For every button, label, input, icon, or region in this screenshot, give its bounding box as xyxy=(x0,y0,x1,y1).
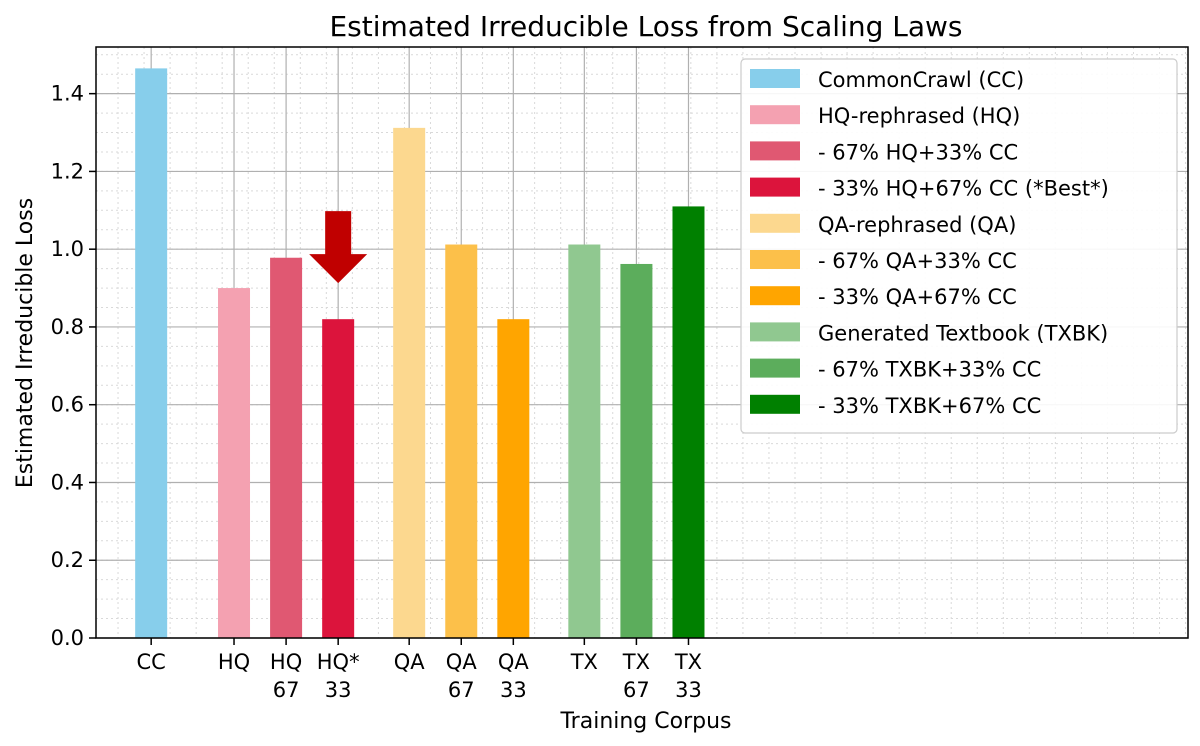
legend-swatch xyxy=(750,141,800,161)
legend-label: HQ-rephrased (HQ) xyxy=(818,104,1020,128)
x-tick-label-line2: 67 xyxy=(623,678,650,702)
x-tick-label-line2: 67 xyxy=(448,678,475,702)
bars xyxy=(135,68,705,638)
legend-swatch xyxy=(750,322,800,342)
legend: CommonCrawl (CC) HQ-rephrased (HQ) - 67% H… xyxy=(740,58,1178,434)
bar xyxy=(270,257,303,638)
legend-label: QA-rephrased (QA) xyxy=(818,213,1016,237)
legend-swatch xyxy=(750,394,800,414)
x-tick-label: HQ* xyxy=(317,650,360,674)
x-tick-label-line2: 33 xyxy=(675,678,702,702)
x-tick-label: TX xyxy=(570,650,598,674)
bar xyxy=(393,127,426,638)
y-axis-label: Estimated Irreducible Loss xyxy=(13,198,38,488)
y-axis-ticks: 0.0 0.2 0.4 0.6 0.8 1.0 1.2 1.4 xyxy=(51,82,96,650)
legend-swatch xyxy=(750,358,800,378)
legend-label: - 67% HQ+33% CC xyxy=(818,140,1018,164)
y-tick-label: 1.4 xyxy=(51,82,84,106)
legend-label: - 33% HQ+67% CC (*Best*) xyxy=(818,177,1109,201)
legend-label: - 67% QA+33% CC xyxy=(818,249,1017,273)
x-axis-label: Training Corpus xyxy=(559,709,731,734)
legend-swatch xyxy=(750,213,800,233)
x-tick-label-line2: 67 xyxy=(273,678,300,702)
legend-swatch xyxy=(750,286,800,306)
legend-swatch xyxy=(750,105,800,125)
x-tick-label: TX xyxy=(622,650,650,674)
y-tick-label: 1.2 xyxy=(51,159,84,183)
bar xyxy=(218,288,251,638)
legend-label: - 67% TXBK+33% CC xyxy=(818,358,1041,382)
highlight-marker xyxy=(309,211,368,284)
x-tick-label-line2: 33 xyxy=(500,678,527,702)
bar xyxy=(497,319,530,638)
x-tick-label: TX xyxy=(674,650,702,674)
highlight-arrow xyxy=(309,211,368,284)
x-tick-label: QA xyxy=(446,650,478,674)
legend-swatch xyxy=(750,69,800,88)
y-tick-label: 0.4 xyxy=(51,470,84,494)
bar xyxy=(672,206,705,638)
legend-label: Generated Textbook (TXBK) xyxy=(818,321,1108,345)
x-tick-label: QA xyxy=(394,650,426,674)
x-tick-label-line2: 33 xyxy=(325,678,352,702)
y-tick-label: 0.8 xyxy=(51,315,84,339)
plot-frame xyxy=(95,46,1189,639)
y-tick-label: 0.6 xyxy=(51,393,84,417)
bar xyxy=(135,68,168,638)
legend-swatch xyxy=(750,250,800,269)
legend-label: CommonCrawl (CC) xyxy=(818,68,1024,92)
y-tick-label: 1.0 xyxy=(51,237,84,261)
legend-swatch xyxy=(750,177,800,197)
x-axis-ticks: CC HQ HQ 67 HQ* 33 QA QA 67 QA 33 TX TX 67 TX 33 xyxy=(137,638,702,702)
y-tick-label: 0.2 xyxy=(51,548,84,572)
legend-label: - 33% QA+67% CC xyxy=(818,285,1017,309)
bar xyxy=(445,244,478,638)
bar xyxy=(620,263,653,638)
y-tick-label: 0.0 xyxy=(51,626,84,650)
legend-label: - 33% TXBK+67% CC xyxy=(818,394,1041,418)
x-tick-label: HQ xyxy=(270,650,302,674)
x-tick-label: CC xyxy=(137,650,166,674)
x-tick-label: QA xyxy=(498,650,530,674)
bar xyxy=(568,244,601,638)
legend-box xyxy=(740,58,1178,434)
bar xyxy=(322,319,355,638)
chart-title: Estimated Irreducible Loss from Scaling … xyxy=(329,10,962,43)
x-tick-label: HQ xyxy=(218,650,250,674)
